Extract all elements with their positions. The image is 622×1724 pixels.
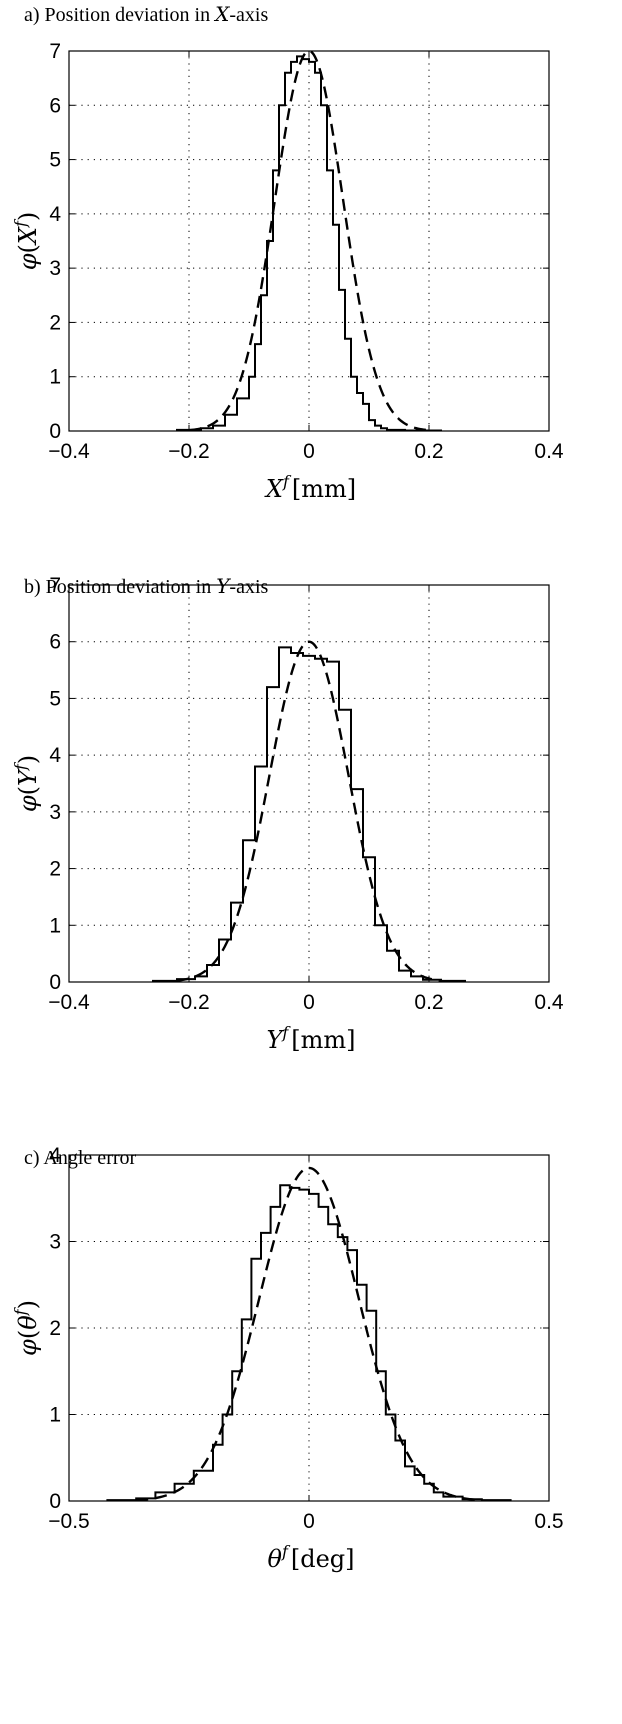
x-axis-title-unit: [mm] bbox=[291, 1026, 355, 1054]
x-axis-title-sup: f bbox=[281, 1542, 291, 1561]
panel-title-b-var: Y bbox=[216, 574, 230, 598]
y-axis-title-var: Y bbox=[14, 768, 42, 786]
x-tick-label: −0.2 bbox=[168, 440, 209, 463]
x-tick-label: 0 bbox=[303, 1510, 315, 1533]
x-tick-label: −0.4 bbox=[48, 991, 90, 1014]
x-tick-label: 0.4 bbox=[534, 991, 564, 1014]
y-axis-title-sup: f bbox=[11, 1306, 30, 1316]
x-axis-title-unit: [mm] bbox=[292, 475, 356, 503]
y-axis-title-fn: φ bbox=[14, 1339, 42, 1356]
y-tick-label: 3 bbox=[49, 1231, 61, 1254]
y-axis-title: φ(θf) bbox=[11, 1300, 42, 1356]
x-axis-title-var: X bbox=[264, 475, 284, 503]
y-axis-title-open-paren: ( bbox=[14, 244, 42, 253]
y-axis-title-open-paren: ( bbox=[14, 1330, 42, 1339]
y-tick-label: 4 bbox=[49, 744, 61, 767]
y-axis-title-close-paren: ) bbox=[14, 1300, 42, 1309]
y-axis-title-open-paren: ( bbox=[14, 786, 42, 795]
y-tick-label: 0 bbox=[49, 420, 61, 443]
panel-title-b-prefix: b) Position deviation in bbox=[24, 576, 217, 598]
y-tick-label: 2 bbox=[49, 311, 61, 334]
fitted-density-curve bbox=[176, 640, 442, 982]
panel-title-b: b) Position deviation in Y-axis bbox=[24, 574, 268, 599]
y-tick-label: 1 bbox=[49, 366, 61, 389]
x-axis-title-sup: f bbox=[282, 472, 292, 491]
x-axis-title: Xf [mm] bbox=[264, 472, 356, 503]
y-axis-title: φ(Yf) bbox=[11, 755, 42, 812]
panel-title-a-var: X bbox=[215, 2, 230, 26]
x-axis-title-var: θ bbox=[267, 1545, 282, 1573]
x-axis-title-unit: [deg] bbox=[291, 1545, 355, 1573]
y-axis-title: φ(Xf) bbox=[11, 212, 42, 271]
panel-title-b-suffix: -axis bbox=[229, 576, 269, 598]
y-tick-label: 6 bbox=[49, 94, 61, 117]
y-tick-label: 4 bbox=[49, 1144, 61, 1167]
x-tick-label: 0 bbox=[303, 440, 315, 463]
y-axis-title-fn: φ bbox=[14, 795, 42, 812]
panel-title-c: c) Angle error bbox=[24, 1147, 136, 1170]
histogram-series bbox=[152, 646, 466, 982]
y-axis-title-var: θ bbox=[14, 1315, 42, 1330]
x-tick-label: −0.2 bbox=[168, 991, 209, 1014]
x-axis-title: Yf [mm] bbox=[266, 1023, 355, 1054]
panel-title-c-prefix: c) Angle error bbox=[24, 1147, 137, 1169]
y-tick-label: 0 bbox=[49, 971, 61, 994]
panel-title-a: a) Position deviation in X-axis bbox=[24, 2, 268, 27]
x-tick-label: 0 bbox=[303, 991, 315, 1014]
y-tick-label: 3 bbox=[49, 801, 61, 824]
y-tick-label: 5 bbox=[49, 687, 61, 710]
y-axis-title-sup: f bbox=[11, 761, 30, 771]
y-tick-label: 4 bbox=[49, 203, 61, 226]
y-axis-title-close-paren: ) bbox=[14, 212, 42, 221]
x-tick-label: 0.4 bbox=[534, 440, 564, 463]
x-tick-label: 0.5 bbox=[534, 1510, 563, 1533]
fitted-density-curve bbox=[136, 1166, 482, 1502]
y-tick-label: 7 bbox=[49, 574, 61, 597]
x-tick-label: 0.2 bbox=[414, 440, 443, 463]
x-axis-title-sup: f bbox=[281, 1023, 291, 1042]
x-axis-title-var: Y bbox=[266, 1026, 284, 1054]
histogram-series bbox=[176, 55, 442, 432]
y-axis-title-sup: f bbox=[11, 218, 30, 228]
y-tick-label: 2 bbox=[49, 858, 61, 881]
y-axis-title-var: X bbox=[14, 226, 42, 246]
y-tick-label: 0 bbox=[49, 1490, 61, 1513]
y-tick-label: 1 bbox=[49, 914, 61, 937]
fitted-density-curve bbox=[188, 49, 430, 432]
y-tick-label: 2 bbox=[49, 1317, 61, 1340]
x-tick-label: 0.2 bbox=[414, 991, 443, 1014]
panel-title-a-prefix: a) Position deviation in bbox=[24, 4, 216, 26]
plot-frame bbox=[68, 1154, 550, 1502]
x-tick-label: −0.4 bbox=[48, 440, 90, 463]
y-axis-title-fn: φ bbox=[14, 253, 42, 270]
x-axis-title: θf [deg] bbox=[267, 1542, 354, 1573]
x-tick-label: −0.5 bbox=[48, 1510, 89, 1533]
y-tick-label: 5 bbox=[49, 149, 61, 172]
y-tick-label: 1 bbox=[49, 1404, 61, 1427]
panel-title-a-suffix: -axis bbox=[229, 4, 269, 26]
y-tick-label: 3 bbox=[49, 257, 61, 280]
y-axis-title-close-paren: ) bbox=[14, 755, 42, 764]
y-tick-label: 7 bbox=[49, 40, 61, 63]
y-tick-label: 6 bbox=[49, 631, 61, 654]
